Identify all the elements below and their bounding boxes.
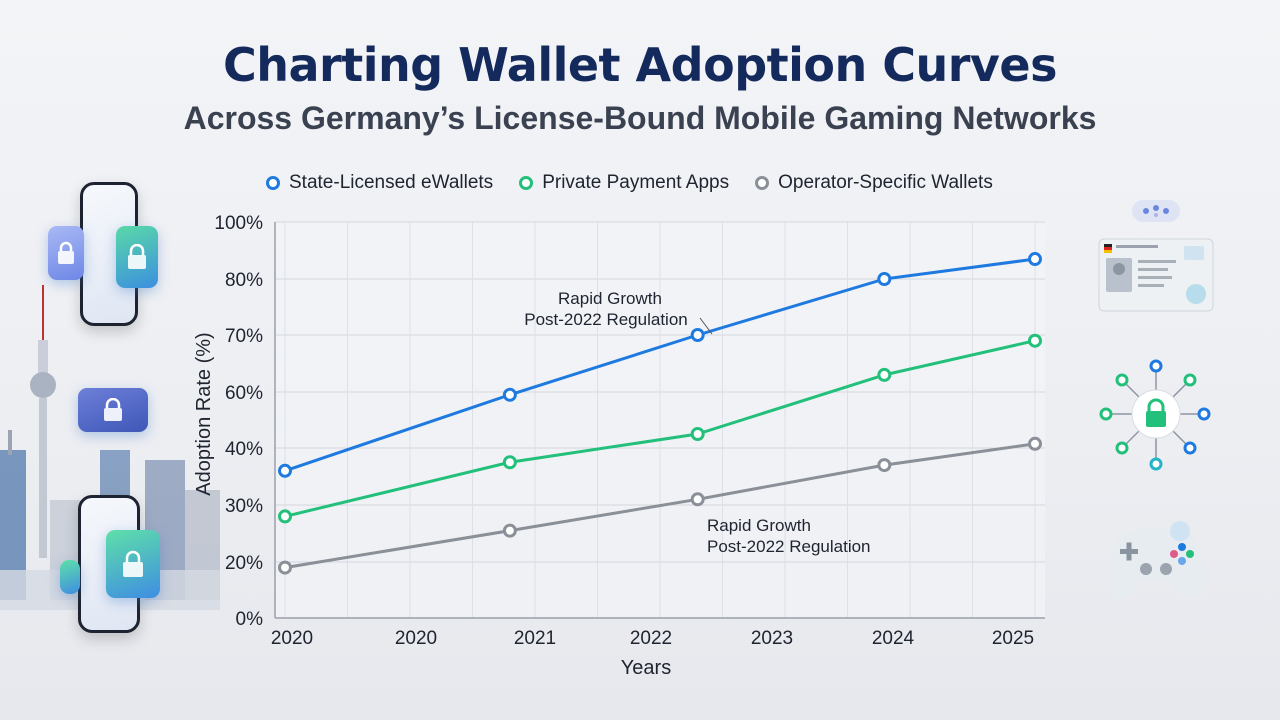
annotation-label: Rapid Growth (558, 289, 662, 308)
page-subtitle: Across Germany’s License-Bound Mobile Ga… (183, 100, 1097, 136)
data-point (1028, 333, 1042, 348)
legend-item-operator-specific[interactable]: Operator-Specific Wallets (755, 172, 993, 194)
legend-label-state-licensed: State-Licensed eWallets (289, 172, 494, 193)
legend-label-operator-specific: Operator-Specific Wallets (778, 172, 993, 193)
annotation-label: Post-2022 Regulation (524, 310, 688, 329)
data-point (278, 560, 292, 575)
lock-tile-icon (106, 530, 160, 598)
y-tick-label: 40% (225, 439, 263, 460)
legend-marker-private-apps (519, 176, 534, 190)
data-point (877, 272, 892, 286)
legend-label-private-apps: Private Payment Apps (542, 172, 730, 193)
data-point (690, 492, 705, 507)
data-point (502, 455, 517, 470)
data-point (1028, 436, 1042, 451)
lock-tile-icon (48, 226, 84, 280)
data-point (1028, 252, 1042, 267)
annotation-label: Post-2022 Regulation (707, 537, 871, 556)
gamepad-icon (1130, 196, 1182, 226)
data-point (877, 367, 892, 382)
x-tick-label: 2021 (514, 628, 556, 649)
x-tick-label: 2020 (271, 628, 313, 649)
data-point (690, 328, 705, 342)
data-point (278, 509, 292, 524)
x-tick-label: 2024 (872, 628, 915, 649)
legend-marker-operator-specific (755, 176, 770, 190)
x-tick-label: 2023 (751, 628, 793, 649)
y-axis-title: Adoption Rate (%) (193, 332, 215, 495)
data-point (690, 427, 705, 441)
network-lock-icon (1098, 356, 1214, 472)
y-tick-label: 80% (225, 270, 263, 291)
legend-marker-state-licensed (266, 176, 280, 190)
legend-item-private-apps[interactable]: Private Payment Apps (519, 172, 729, 194)
wallet-lock-icon (78, 388, 148, 432)
game-controller-icon (1098, 505, 1214, 605)
y-tick-label: 70% (225, 326, 263, 347)
annotation-leader (699, 317, 713, 335)
legend-item-state-licensed[interactable]: State-Licensed eWallets (266, 172, 493, 194)
y-tick-label: 0% (236, 609, 264, 630)
lock-tile-icon (60, 560, 80, 594)
data-point (502, 523, 517, 538)
data-point (877, 458, 892, 473)
x-tick-label: 2020 (395, 628, 437, 649)
y-tick-label: 100% (214, 213, 263, 234)
y-tick-label: 20% (225, 553, 263, 574)
annotation-label: Rapid Growth (707, 516, 811, 535)
chart-legend: State-Licensed eWallets Private Payment … (266, 170, 993, 196)
page-title: Charting Wallet Adoption Curves (223, 38, 1058, 92)
x-axis-title: Years (621, 657, 671, 679)
x-tick-label: 2025 (992, 628, 1034, 649)
data-point (278, 463, 292, 478)
id-card-icon (1098, 238, 1214, 312)
data-point (502, 387, 517, 402)
y-tick-label: 60% (225, 383, 263, 404)
y-tick-label: 30% (225, 496, 263, 517)
x-tick-label: 2022 (630, 628, 672, 649)
lock-tile-icon (116, 226, 158, 288)
